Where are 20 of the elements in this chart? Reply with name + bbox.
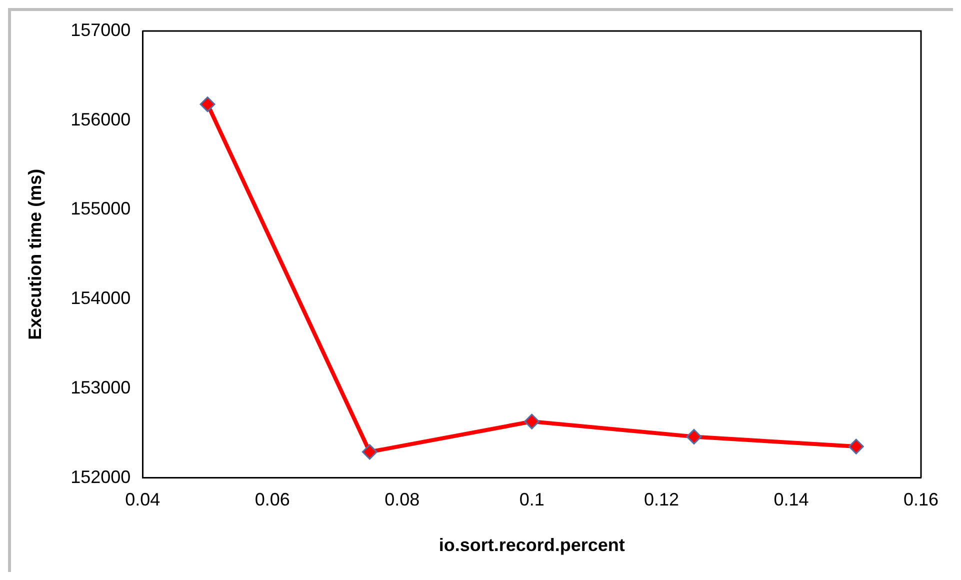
y-tick-label: 155000 [70, 198, 131, 219]
y-tick-label: 156000 [70, 109, 131, 130]
y-tick-label: 153000 [70, 377, 131, 398]
x-tick-label: 0.14 [774, 490, 809, 510]
y-axis-title: Execution time (ms) [24, 168, 45, 340]
y-tick-label: 152000 [70, 466, 131, 487]
x-axis-title: io.sort.record.percent [438, 535, 625, 556]
y-tick-label: 157000 [70, 20, 131, 40]
x-tick-label: 0.06 [254, 490, 290, 510]
x-tick-label: 0.1 [519, 490, 544, 510]
x-tick-label: 0.08 [384, 490, 420, 510]
x-tick-label: 0.16 [903, 490, 939, 510]
point [686, 428, 702, 444]
point [524, 414, 540, 430]
point [362, 444, 378, 460]
point [848, 438, 864, 454]
x-tick-label: 0.04 [125, 490, 160, 510]
x-tick-label: 0.12 [644, 490, 680, 510]
y-tick-label: 154000 [70, 288, 131, 308]
point [200, 96, 216, 112]
